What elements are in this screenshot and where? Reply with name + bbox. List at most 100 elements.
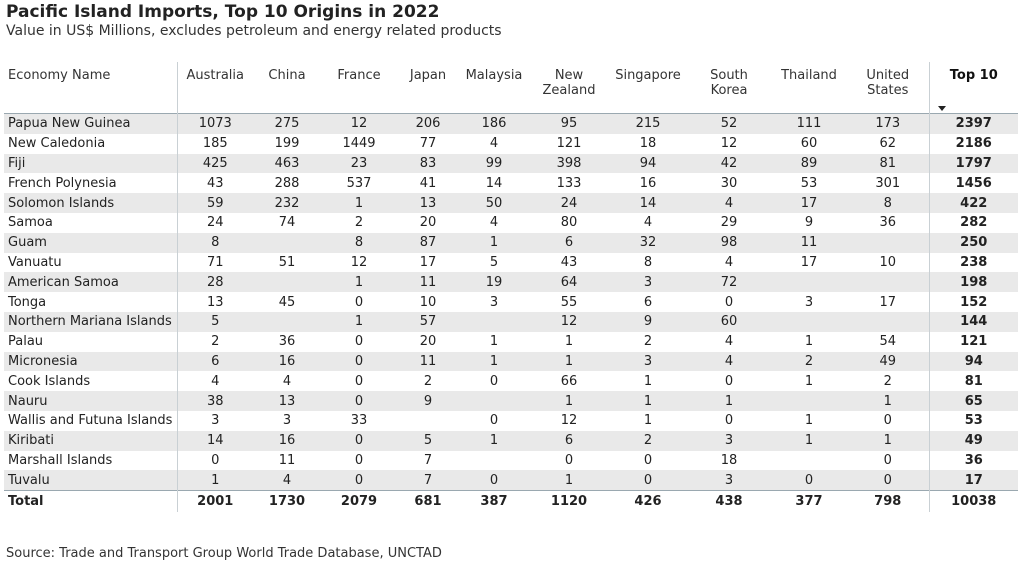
column-header-australia[interactable]: Australia [176, 62, 253, 114]
value-cell: 1 [724, 393, 734, 409]
value-cell: 32 [639, 235, 657, 251]
value-cell: 13 [419, 195, 437, 211]
table-row: New Caledonia 185 199 1449 77 4 121 18 12 60 62 218… [4, 133, 1018, 154]
value-cell: 1 [489, 334, 499, 350]
value-cell: 1 [643, 373, 653, 389]
value-cell: 5 [423, 433, 433, 449]
value-cell: 14 [639, 195, 657, 211]
value-cell: 62 [879, 136, 897, 152]
value-cell: 4 [724, 195, 734, 211]
value-cell: 0 [489, 373, 499, 389]
value-cell: 8 [354, 235, 364, 251]
value-cell: 463 [274, 155, 300, 171]
value-cell: 16 [278, 433, 296, 449]
value-cell: 2 [883, 373, 892, 389]
value-cell: 19 [485, 274, 503, 290]
top10-total-cell: 250 [928, 232, 1018, 253]
value-cell: 1073 [176, 113, 253, 134]
value-cell: 1 [804, 413, 814, 429]
value-cell: 173 [875, 116, 901, 132]
value-cell: 1 [176, 470, 253, 491]
value-cell: 0 [354, 373, 364, 389]
value-cell: 18 [720, 452, 738, 468]
value-cell: 28 [176, 272, 253, 293]
value-cell: 0 [176, 450, 253, 471]
value-cell: 41 [419, 175, 437, 191]
top10-total-cell: 53 [928, 410, 1018, 431]
value-cell: 5 [489, 254, 499, 270]
value-cell: 10 [419, 294, 437, 310]
value-cell: 59 [176, 193, 253, 213]
column-header-economy-name[interactable]: Economy Name [8, 68, 111, 83]
value-cell: 1449 [342, 136, 376, 152]
value-cell: 4 [282, 373, 292, 389]
value-cell: 87 [419, 235, 437, 251]
column-header-china[interactable]: China [268, 68, 306, 83]
value-cell: 60 [720, 314, 738, 330]
top10-total-cell: 198 [928, 272, 1018, 293]
table-row: Micronesia 6 16 0 11 1 1 3 4 2 49 94 [4, 351, 1018, 372]
value-cell: 0 [643, 452, 653, 468]
value-cell: 52 [720, 116, 738, 132]
value-cell: 2 [423, 373, 433, 389]
value-cell: 2 [176, 331, 253, 352]
value-cell [459, 451, 529, 471]
value-cell: 1 [564, 472, 574, 488]
total-value-cell: 10038 [928, 490, 1018, 513]
value-cell: 0 [354, 472, 364, 488]
column-header-japan[interactable]: Japan [409, 68, 447, 83]
value-cell: 185 [176, 133, 253, 154]
value-cell: 1 [804, 373, 814, 389]
top10-total-cell: 282 [928, 212, 1018, 233]
sort-descending-icon[interactable] [937, 106, 946, 111]
value-cell: 43 [560, 254, 578, 270]
value-cell: 1 [354, 274, 364, 290]
top10-total-cell: 65 [928, 391, 1018, 411]
value-cell: 17 [800, 254, 818, 270]
value-cell: 6 [643, 294, 653, 310]
table-row: Wallis and Futuna Islands 3 3 33 0 12 1 0 1 0 53 [4, 410, 1018, 431]
column-header-new-zealand[interactable]: New Zealand [542, 68, 596, 98]
total-value-cell: 2079 [340, 494, 378, 510]
value-cell [253, 312, 321, 332]
value-cell: 24 [560, 195, 578, 211]
table-body: Papua New Guinea 1073 275 12 206 186 95 215 52 11… [4, 113, 1018, 491]
value-cell: 50 [485, 195, 503, 211]
value-cell: 11 [419, 353, 437, 369]
economy-name-cell: Kiribati [8, 433, 55, 449]
value-cell: 1 [883, 393, 892, 409]
top10-total-cell: 81 [928, 371, 1018, 392]
value-cell: 1 [804, 433, 814, 449]
column-header-top-10[interactable]: Top 10 [928, 62, 1018, 114]
table-row: American Samoa 28 1 11 19 64 3 72 198 [4, 272, 1018, 293]
value-cell [397, 411, 459, 431]
table-row: Solomon Islands 59 232 1 13 50 24 14 4 17 8 422 [4, 193, 1018, 213]
column-header-south-korea[interactable]: South Korea [710, 68, 748, 98]
value-cell: 5 [176, 311, 253, 332]
value-cell [847, 272, 929, 292]
value-cell: 1 [883, 433, 892, 449]
value-cell [253, 272, 321, 292]
value-cell: 275 [274, 116, 300, 132]
column-header-singapore[interactable]: Singapore [615, 68, 681, 83]
value-cell: 0 [643, 472, 653, 488]
column-header-malaysia[interactable]: Malaysia [465, 68, 523, 83]
column-header-thailand[interactable]: Thailand [781, 68, 837, 83]
value-cell: 3 [804, 294, 814, 310]
top10-total-cell: 17 [928, 470, 1018, 491]
column-header-united-states[interactable]: United States [866, 68, 910, 98]
value-cell: 20 [419, 334, 437, 350]
value-cell: 43 [176, 173, 253, 194]
economy-name-cell: Nauru [8, 393, 48, 409]
value-cell: 0 [354, 334, 364, 350]
value-cell: 18 [639, 136, 657, 152]
value-cell: 42 [720, 155, 738, 171]
value-cell: 3 [643, 353, 653, 369]
total-value-cell: 438 [715, 494, 743, 510]
economy-name-cell: Cook Islands [8, 373, 91, 389]
value-cell: 7 [423, 452, 433, 468]
value-cell: 3 [724, 472, 734, 488]
value-cell: 57 [419, 314, 437, 330]
value-cell: 9 [643, 314, 653, 330]
column-header-france[interactable]: France [337, 68, 381, 83]
